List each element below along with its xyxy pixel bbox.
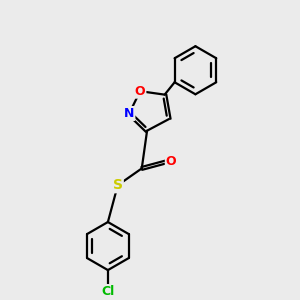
Text: S: S (113, 178, 123, 192)
Text: O: O (166, 155, 176, 169)
Text: Cl: Cl (101, 285, 115, 298)
Text: N: N (124, 107, 134, 120)
Text: O: O (135, 85, 146, 98)
